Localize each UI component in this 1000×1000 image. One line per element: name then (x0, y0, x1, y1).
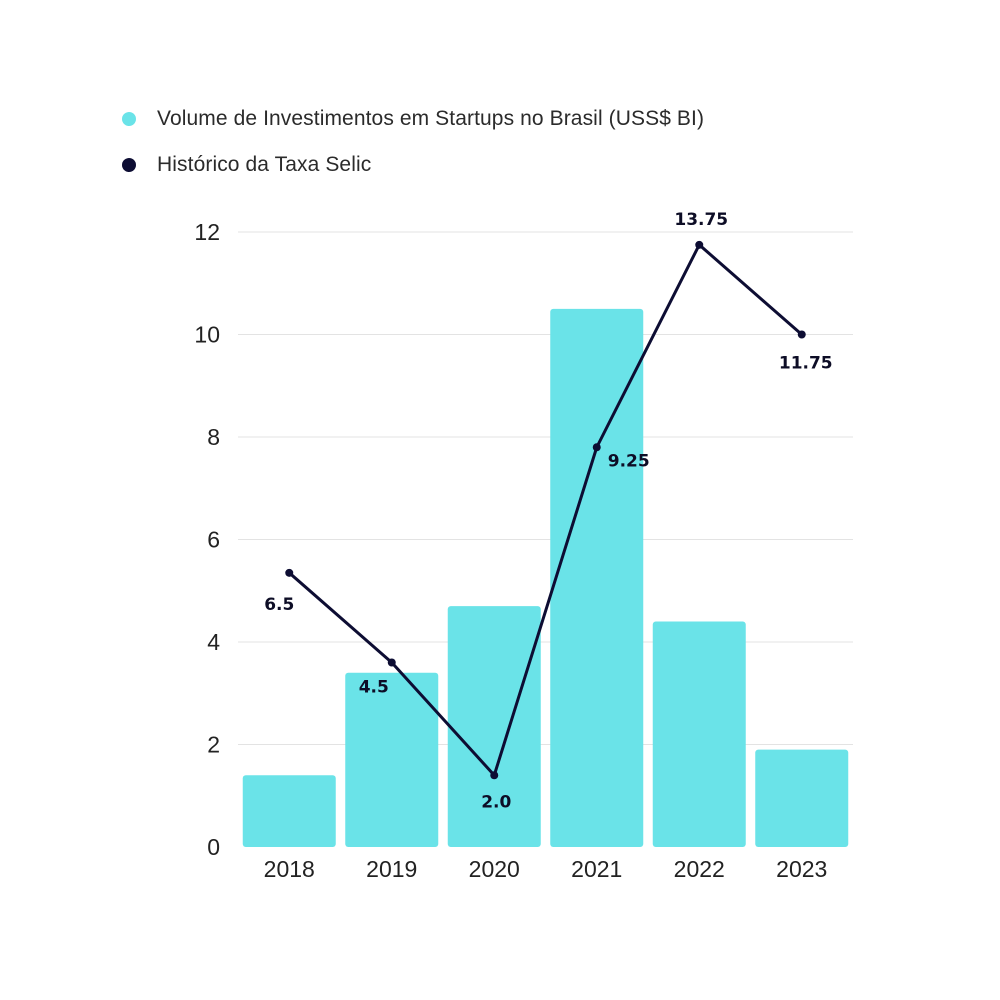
selic-point-2020 (490, 771, 499, 780)
x-axis: 2018 2019 2020 2021 2022 2023 (264, 856, 828, 882)
legend: Volume de Investimentos em Startups no B… (122, 96, 704, 188)
legend-label-selic: Histórico da Taxa Selic (157, 153, 372, 176)
selic-label-2018: 6.5 (264, 595, 294, 615)
selic-point-2021 (592, 443, 601, 452)
x-tick-label-2021: 2021 (571, 856, 622, 882)
legend-item-investments[interactable]: Volume de Investimentos em Startups no B… (122, 96, 704, 142)
selic-label-2022: 13.75 (674, 210, 728, 230)
y-tick-label-10: 10 (194, 322, 220, 348)
selic-line (288, 243, 803, 777)
legend-item-selic[interactable]: Histórico da Taxa Selic (122, 142, 704, 188)
selic-point-2019 (387, 658, 396, 667)
legend-swatch-selic (122, 158, 136, 172)
x-tick-label-2019: 2019 (366, 856, 417, 882)
selic-label-2020: 2.0 (481, 792, 511, 812)
y-tick-label-12: 12 (194, 219, 220, 245)
selic-point-2018 (285, 568, 294, 577)
selic-label-2019: 4.5 (359, 678, 389, 698)
bar-2020 (447, 606, 541, 847)
line-series (285, 240, 806, 780)
y-tick-label-0: 0 (207, 834, 220, 860)
legend-swatch-investments (122, 112, 136, 126)
selic-label-2021: 9.25 (608, 451, 650, 471)
selic-point-2022 (695, 240, 704, 249)
selic-point-2023 (797, 330, 806, 339)
bar-2018 (242, 775, 336, 847)
x-tick-label-2020: 2020 (469, 856, 520, 882)
bar-2022 (652, 621, 746, 847)
x-tick-label-2022: 2022 (674, 856, 725, 882)
legend-label-investments: Volume de Investimentos em Startups no B… (157, 107, 705, 130)
bar-series (242, 308, 849, 847)
gridlines (238, 231, 853, 745)
selic-label-2023: 11.75 (779, 354, 833, 374)
bar-2021 (550, 308, 644, 847)
x-tick-label-2018: 2018 (264, 856, 315, 882)
y-tick-label-4: 4 (207, 629, 220, 655)
point-labels: 6.5 4.5 2.0 9.25 13.75 11.75 (264, 210, 832, 812)
y-tick-label-6: 6 (207, 527, 220, 553)
bar-2019 (345, 672, 439, 847)
x-tick-label-2023: 2023 (776, 856, 827, 882)
y-axis: 0 2 4 6 8 10 12 (194, 219, 220, 860)
bar-2023 (755, 749, 849, 847)
y-tick-label-8: 8 (207, 424, 220, 450)
y-tick-label-2: 2 (207, 732, 220, 758)
